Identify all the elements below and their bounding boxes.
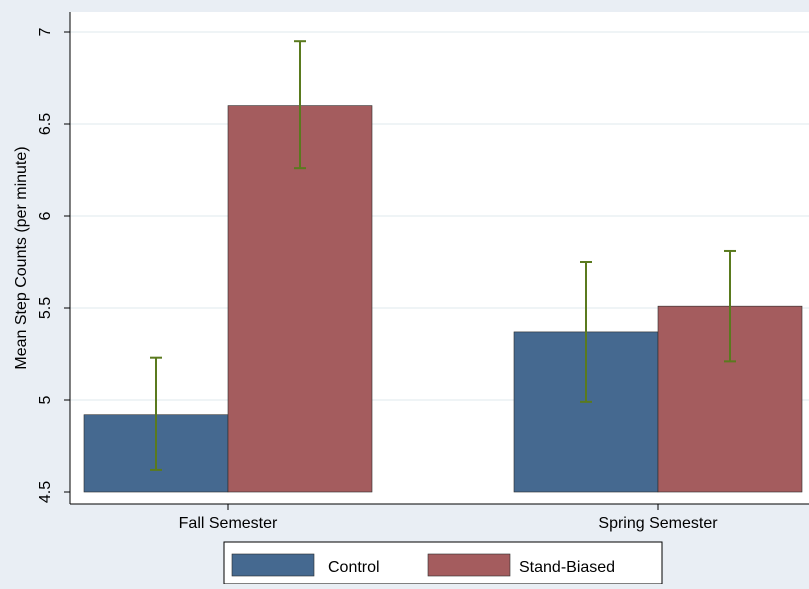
bar-stand-biased [227,105,373,493]
y-tick-label: 5.5 [37,297,54,319]
y-tick-label: 4.5 [37,481,54,503]
y-tick-label: 6 [37,211,54,220]
legend-swatch-control [231,553,315,577]
axes: 4.5 5 5.5 6 6.5 7 Fall Semester Spring Semester [37,12,809,532]
y-tick-label: 7 [37,27,54,36]
x-tick-label: Spring Semester [598,515,718,532]
legend-label: Stand-Biased [519,559,615,576]
x-tick-label: Fall Semester [179,515,278,532]
y-axis-label: Mean Step Counts (per minute) [13,146,30,369]
legend: Control Stand-Biased [223,541,663,585]
y-tick-label: 6.5 [37,113,54,135]
error-bars [150,40,736,471]
y-tick-label: 5 [37,395,54,404]
legend-swatch-stand-biased [427,553,511,577]
legend-label: Control [328,559,380,576]
